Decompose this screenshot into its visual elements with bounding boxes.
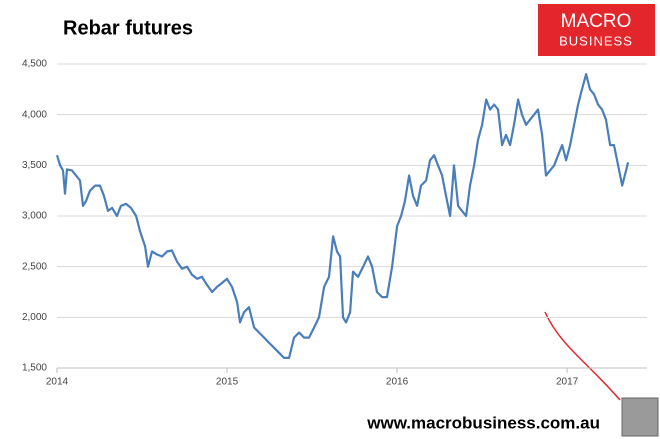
logo-text: BUSINESS	[559, 33, 633, 48]
y-tick-label: 4,000	[22, 109, 47, 120]
x-tick-label: 2014	[46, 377, 69, 388]
y-tick-label: 3,500	[22, 160, 47, 171]
y-tick-label: 3,000	[22, 211, 47, 222]
x-tick-label: 2016	[386, 377, 409, 388]
y-tick-label: 2,500	[22, 261, 47, 272]
y-tick-label: 2,000	[22, 312, 47, 323]
x-tick-label: 2015	[216, 377, 239, 388]
y-tick-label: 1,500	[22, 363, 47, 374]
line	[55, 73, 630, 359]
footer: www.macrobusiness.com.au	[366, 413, 600, 432]
logo-box	[538, 4, 655, 56]
x-tick-label: 2017	[556, 377, 579, 388]
annotation-curve	[544, 311, 621, 401]
logo-text: MACRO	[561, 11, 632, 32]
chart-title: Rebar futures	[63, 17, 193, 39]
logo-icon	[621, 397, 659, 437]
y-tick-label: 4,500	[22, 59, 47, 70]
